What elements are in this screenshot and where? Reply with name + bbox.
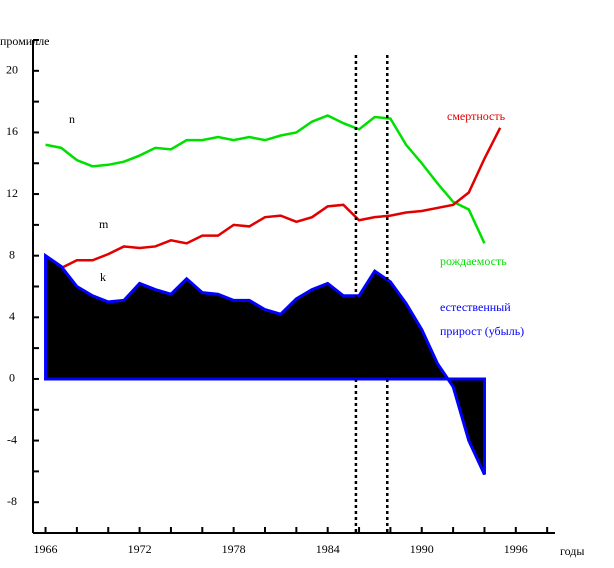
y-axis-label: промилле xyxy=(0,34,50,48)
line xyxy=(45,114,486,244)
annotation: n xyxy=(69,112,75,126)
x-tick-label: 1984 xyxy=(316,542,340,556)
y-tick-label: 4 xyxy=(9,309,15,323)
x-tick-label: 1966 xyxy=(34,542,58,556)
y-tick-label: -8 xyxy=(7,494,17,508)
y-tick-label: -4 xyxy=(7,432,17,446)
legend-label: естественный прирост (убыль) xyxy=(440,300,524,338)
x-tick-label: 1996 xyxy=(504,542,528,556)
x-tick-label: 1978 xyxy=(222,542,246,556)
y-tick-label: 0 xyxy=(9,371,15,385)
legend-label-line: естественный xyxy=(440,300,511,314)
legend-label-line: прирост (убыль) xyxy=(440,324,524,338)
x-tick-label: 1990 xyxy=(410,542,434,556)
legend-label: смертность xyxy=(447,109,506,123)
line xyxy=(45,127,502,273)
legend-label: рождаемость xyxy=(440,254,507,268)
y-tick-label: 8 xyxy=(9,247,15,261)
x-axis-label: годы xyxy=(560,544,584,558)
y-tick-label: 12 xyxy=(6,186,18,200)
x-tick-label: 1972 xyxy=(128,542,152,556)
y-tick-label: 16 xyxy=(6,124,18,138)
annotation: k xyxy=(100,270,106,284)
area xyxy=(44,252,486,476)
annotation: m xyxy=(99,217,109,231)
y-tick-label: 20 xyxy=(6,63,18,77)
